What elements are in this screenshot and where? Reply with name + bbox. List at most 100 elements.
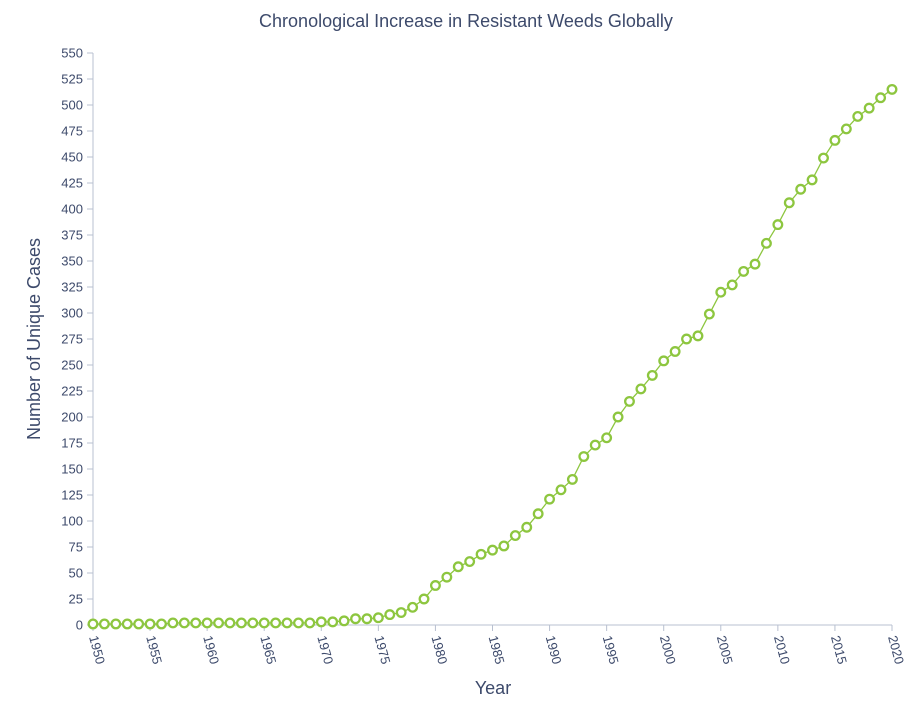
data-point[interactable] bbox=[270, 617, 282, 629]
data-point[interactable] bbox=[795, 183, 807, 195]
data-point[interactable] bbox=[201, 617, 213, 629]
data-point[interactable] bbox=[156, 618, 167, 630]
data-point[interactable] bbox=[464, 556, 476, 568]
data-point[interactable] bbox=[818, 152, 829, 164]
data-point[interactable] bbox=[384, 609, 396, 621]
y-tick-label: 375 bbox=[61, 228, 83, 243]
data-point[interactable] bbox=[681, 333, 692, 345]
data-point[interactable] bbox=[213, 617, 225, 629]
data-point[interactable] bbox=[327, 616, 339, 628]
data-point[interactable] bbox=[840, 123, 852, 135]
data-point[interactable] bbox=[601, 432, 613, 444]
data-point[interactable] bbox=[635, 383, 647, 395]
x-tick-label: 1960 bbox=[200, 634, 222, 666]
y-tick-label: 450 bbox=[61, 150, 83, 165]
x-tick-label: 1990 bbox=[543, 634, 565, 666]
data-point[interactable] bbox=[589, 439, 601, 451]
data-point[interactable] bbox=[110, 618, 122, 630]
data-point[interactable] bbox=[624, 395, 635, 407]
data-point[interactable] bbox=[224, 617, 236, 629]
data-point[interactable] bbox=[407, 601, 419, 613]
data-point[interactable] bbox=[669, 346, 681, 357]
x-tick-label: 1980 bbox=[429, 634, 451, 666]
data-point[interactable] bbox=[315, 616, 327, 628]
data-point[interactable] bbox=[612, 411, 624, 423]
x-axis-title: Year bbox=[475, 678, 511, 698]
data-point[interactable] bbox=[235, 617, 247, 629]
data-point[interactable] bbox=[418, 593, 430, 605]
data-point[interactable] bbox=[395, 607, 407, 618]
data-point[interactable] bbox=[852, 110, 864, 122]
y-tick-label: 50 bbox=[69, 566, 83, 581]
data-point[interactable] bbox=[247, 617, 259, 629]
data-point[interactable] bbox=[121, 618, 133, 630]
data-point[interactable] bbox=[829, 134, 841, 146]
data-point[interactable] bbox=[429, 580, 441, 591]
chart-title: Chronological Increase in Resistant Weed… bbox=[259, 11, 673, 31]
data-point[interactable] bbox=[281, 617, 293, 629]
data-point[interactable] bbox=[338, 615, 350, 627]
data-point[interactable] bbox=[783, 197, 795, 209]
x-tick-label: 2010 bbox=[771, 634, 793, 666]
data-point[interactable] bbox=[578, 451, 590, 462]
data-point[interactable] bbox=[715, 286, 727, 298]
data-point[interactable] bbox=[133, 618, 145, 630]
data-point[interactable] bbox=[144, 618, 156, 630]
x-tick-label: 2000 bbox=[657, 634, 679, 666]
data-point[interactable] bbox=[555, 484, 567, 496]
data-point[interactable] bbox=[863, 102, 875, 114]
y-tick-label: 300 bbox=[61, 306, 83, 321]
y-tick-label: 350 bbox=[61, 254, 83, 269]
data-point[interactable] bbox=[452, 561, 464, 573]
data-point[interactable] bbox=[293, 617, 304, 629]
x-tick-label: 2015 bbox=[828, 634, 850, 666]
y-tick-label: 225 bbox=[61, 384, 83, 399]
data-point[interactable] bbox=[350, 613, 361, 625]
y-tick-label: 150 bbox=[61, 462, 83, 477]
data-point[interactable] bbox=[521, 521, 533, 533]
data-point[interactable] bbox=[509, 530, 521, 542]
data-point[interactable] bbox=[749, 258, 761, 270]
data-point[interactable] bbox=[361, 613, 373, 625]
y-tick-label: 125 bbox=[61, 488, 83, 503]
data-point[interactable] bbox=[190, 617, 202, 629]
y-tick-label: 550 bbox=[61, 46, 83, 61]
data-point[interactable] bbox=[886, 83, 898, 95]
data-point[interactable] bbox=[372, 612, 384, 624]
data-point[interactable] bbox=[544, 493, 556, 505]
data-point[interactable] bbox=[566, 473, 578, 485]
x-tick-label: 1955 bbox=[143, 634, 165, 666]
data-point[interactable] bbox=[806, 174, 818, 186]
data-point[interactable] bbox=[498, 540, 510, 552]
data-point[interactable] bbox=[726, 279, 738, 291]
data-point[interactable] bbox=[441, 571, 453, 583]
y-tick-label: 200 bbox=[61, 410, 83, 425]
data-point[interactable] bbox=[703, 308, 715, 320]
data-point[interactable] bbox=[692, 330, 704, 342]
data-point[interactable] bbox=[646, 369, 658, 381]
series-line bbox=[93, 88, 893, 625]
x-tick-label: 1995 bbox=[600, 634, 622, 666]
data-point[interactable] bbox=[875, 92, 887, 104]
y-axis: 0 25 50 75 100 125 150 175 200 225 250 275 300 325 350… bbox=[61, 46, 94, 633]
x-axis: 1950 1955 1960 1965 1970 1975 1980 1985 1990 1995… bbox=[86, 624, 907, 666]
data-point[interactable] bbox=[532, 508, 544, 520]
data-point[interactable] bbox=[304, 617, 316, 629]
data-point[interactable] bbox=[98, 618, 110, 630]
data-point[interactable] bbox=[167, 617, 179, 629]
data-point[interactable] bbox=[487, 544, 498, 556]
data-point[interactable] bbox=[658, 355, 670, 367]
x-tick-label: 1975 bbox=[371, 634, 393, 666]
y-tick-label: 325 bbox=[61, 280, 83, 295]
y-tick-label: 500 bbox=[61, 98, 83, 113]
data-point[interactable] bbox=[87, 618, 99, 630]
data-point[interactable] bbox=[475, 548, 487, 560]
data-point[interactable] bbox=[738, 265, 750, 277]
y-tick-label: 75 bbox=[69, 540, 83, 555]
data-point[interactable] bbox=[258, 617, 270, 629]
data-point[interactable] bbox=[772, 219, 784, 231]
y-tick-label: 25 bbox=[69, 592, 83, 607]
data-point[interactable] bbox=[178, 617, 190, 629]
data-point[interactable] bbox=[760, 237, 772, 249]
y-tick-label: 425 bbox=[61, 176, 83, 191]
